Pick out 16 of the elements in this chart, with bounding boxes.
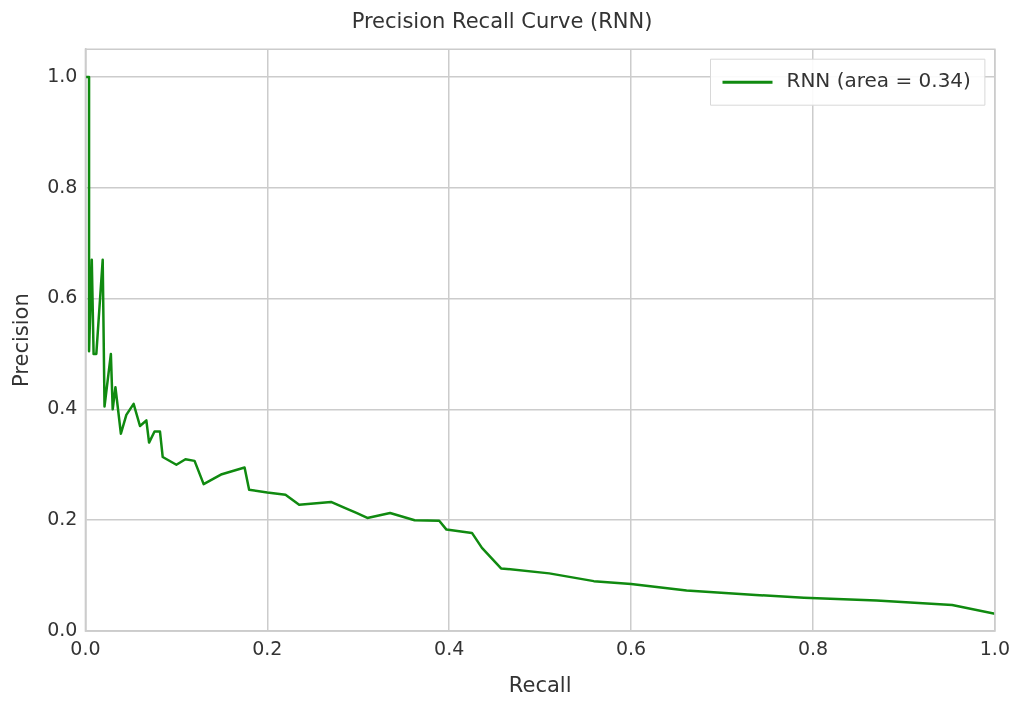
chart-title: Precision Recall Curve (RNN) [351, 9, 653, 34]
y-tick-label: 0.4 [47, 396, 78, 419]
x-tick-label: 0.0 [70, 637, 101, 660]
y-tick-label: 0.6 [47, 285, 78, 308]
x-tick-label: 0.8 [797, 637, 829, 660]
y-tick-label: 0.8 [47, 174, 78, 197]
y-tick-label: 1.0 [47, 63, 78, 86]
y-tick-label: 0.2 [47, 507, 78, 530]
x-axis-title: Recall [508, 672, 572, 697]
y-axis-title: Precision [9, 293, 34, 387]
x-tick-label: 1.0 [979, 637, 1010, 660]
y-tick-label: 0.0 [47, 617, 78, 640]
x-tick-label: 0.2 [252, 637, 283, 660]
x-tick-label: 0.4 [434, 637, 465, 660]
x-tick-label: 0.6 [615, 637, 647, 660]
legend-label: RNN (area = 0.34) [786, 68, 971, 93]
